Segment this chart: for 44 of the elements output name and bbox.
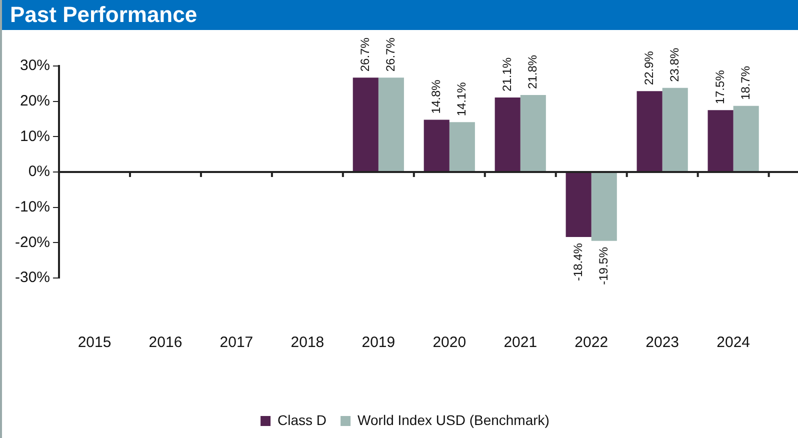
bar <box>566 172 592 238</box>
x-tick-label: 2024 <box>716 334 750 352</box>
x-tick-label: 2020 <box>432 334 466 352</box>
y-tick-label: 0% <box>28 163 50 180</box>
bar <box>708 110 734 172</box>
x-tick-label: 2016 <box>148 334 182 352</box>
y-tick-label: -30% <box>14 269 50 286</box>
bar <box>494 97 520 172</box>
data-label: 22.9% <box>642 50 656 86</box>
data-label: 18.7% <box>738 66 752 100</box>
data-label: 26.7% <box>358 37 372 72</box>
data-label: 14.8% <box>428 79 443 114</box>
x-tick-label: 2021 <box>504 334 538 352</box>
data-label: 26.7% <box>384 37 398 72</box>
y-tick-label: -10% <box>14 198 50 216</box>
x-tick-label: 2017 <box>220 334 254 352</box>
data-label: 17.5% <box>712 70 727 104</box>
legend-label: World Index USD (Benchmark) <box>358 412 550 428</box>
y-tick-label: 20% <box>20 92 50 110</box>
bar <box>636 91 662 172</box>
data-label: 21.8% <box>525 54 540 89</box>
bar <box>424 120 450 172</box>
bar <box>662 88 688 172</box>
bar <box>591 172 617 241</box>
legend-label: Class D <box>278 412 327 428</box>
data-label: -19.5% <box>596 246 610 285</box>
chart-title: Past Performance <box>2 0 798 30</box>
y-tick-label: 30% <box>20 57 50 74</box>
x-tick-label: 2019 <box>362 334 396 352</box>
bar <box>733 106 759 172</box>
data-label: 14.1% <box>454 82 468 116</box>
bar <box>449 122 475 172</box>
data-label: 23.8% <box>667 48 682 82</box>
bar <box>520 94 546 172</box>
x-tick-label: 2018 <box>290 334 324 352</box>
bar <box>378 78 404 172</box>
y-tick-label: -20% <box>14 234 50 251</box>
x-tick-label: 2022 <box>574 334 608 352</box>
data-label: 21.1% <box>500 57 514 92</box>
y-tick-label: 10% <box>20 128 50 145</box>
x-tick-label: 2023 <box>646 334 680 352</box>
bar <box>352 78 378 172</box>
data-label: -18.4% <box>570 242 585 282</box>
x-tick-label: 2015 <box>78 334 112 352</box>
